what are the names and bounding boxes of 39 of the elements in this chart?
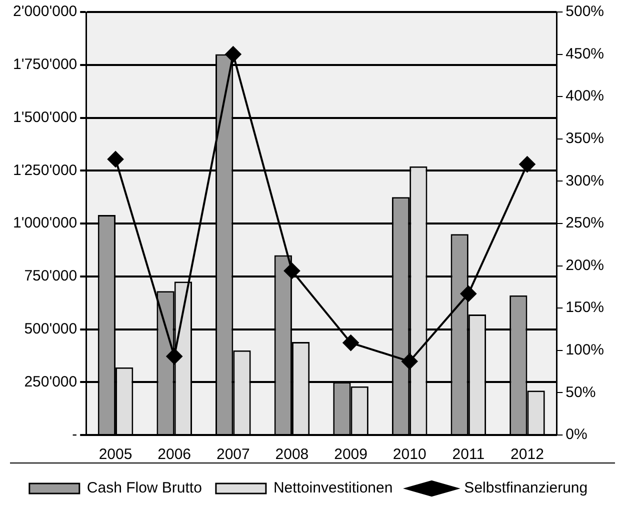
point xyxy=(225,46,242,62)
x-tick-label: 2007 xyxy=(216,446,250,464)
point xyxy=(284,262,300,279)
x-tick-label: 2008 xyxy=(275,446,309,464)
legend-label: Nettoinvestitionen xyxy=(273,480,393,497)
y2-tick-label: 50% xyxy=(566,384,596,401)
y2-tick-label: 450% xyxy=(566,45,604,62)
x-tick-label: 2011 xyxy=(452,446,485,464)
y2-tick-label: 0% xyxy=(566,426,588,444)
y2-tick-label: 250% xyxy=(566,214,604,232)
y-tick-label: 2'000'000 xyxy=(13,3,78,20)
y2-tick-label: 100% xyxy=(566,342,604,359)
legend-label: Selbstfinanzierung xyxy=(464,480,588,497)
y-tick-label: 250'000 xyxy=(24,373,78,390)
x-tick-label: 2009 xyxy=(334,446,368,464)
x-tick-label: 2012 xyxy=(510,446,544,464)
y-tick-label: 1'500'000 xyxy=(13,108,78,126)
point xyxy=(402,353,418,370)
y2-tick-label: 150% xyxy=(566,299,604,316)
y-tick-label: 1'750'000 xyxy=(13,56,78,74)
y2-tick-label: 400% xyxy=(566,88,604,105)
point xyxy=(519,156,536,172)
y2-tick-label: 500% xyxy=(566,3,604,20)
y-tick-label: 500'000 xyxy=(24,320,78,338)
x-tick-label: 2010 xyxy=(392,446,426,464)
y2-tick-label: 200% xyxy=(566,256,604,274)
point xyxy=(460,286,476,302)
y2-tick-label: 350% xyxy=(566,130,604,148)
x-tick-label: 2005 xyxy=(98,446,132,464)
y-tick-label: 1'000'000 xyxy=(13,214,78,232)
x-tick-label: 2006 xyxy=(158,446,192,464)
y-tick-label: - xyxy=(72,426,78,444)
legend-label: Cash Flow Brutto xyxy=(86,480,202,497)
y-tick-label: 750'000 xyxy=(24,268,78,285)
point xyxy=(108,151,124,168)
y-tick-label: 1'250'000 xyxy=(13,162,78,179)
point xyxy=(342,334,359,351)
point xyxy=(166,348,182,364)
y2-tick-label: 300% xyxy=(566,172,604,190)
